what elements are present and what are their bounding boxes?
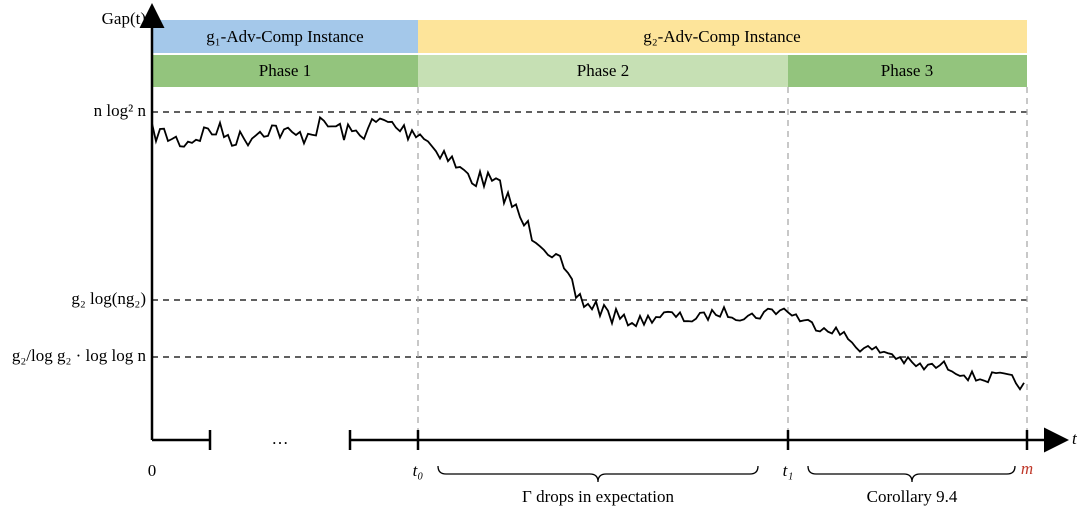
instance-label: g₂-Adv-Comp Instance xyxy=(643,27,800,46)
x-label: 0 xyxy=(148,461,157,480)
phase-label: Phase 2 xyxy=(577,61,629,80)
level-label: n log² n xyxy=(94,101,147,120)
phase-bar xyxy=(418,55,788,87)
brace-label: Corollary 9.4 xyxy=(867,487,958,506)
level-label: g₂/log g₂ · log log n xyxy=(12,346,147,365)
phase-dividers xyxy=(417,87,1028,440)
y-axis-label: Gap(t) xyxy=(102,9,146,28)
x-ticks xyxy=(208,430,1029,450)
x-label: … xyxy=(272,429,289,448)
phase-bar xyxy=(152,55,418,87)
x-label: t₀ xyxy=(413,461,424,480)
instance-bar xyxy=(152,20,418,53)
x-axis-label: t xyxy=(1072,429,1078,448)
level-lines xyxy=(152,111,1030,358)
phase-label: Phase 1 xyxy=(259,61,311,80)
brace-label: Γ drops in expectation xyxy=(522,487,674,506)
x-label: t₁ xyxy=(783,461,794,480)
phase-bar xyxy=(788,55,1027,87)
braces xyxy=(437,465,1016,483)
phase-label: Phase 3 xyxy=(881,61,933,80)
instance-bar xyxy=(418,20,1027,53)
gap-curve xyxy=(151,115,1025,391)
x-label: m xyxy=(1021,459,1033,478)
level-label: g₂ log(ng₂) xyxy=(71,289,146,308)
instance-label: g₁-Adv-Comp Instance xyxy=(206,27,363,46)
